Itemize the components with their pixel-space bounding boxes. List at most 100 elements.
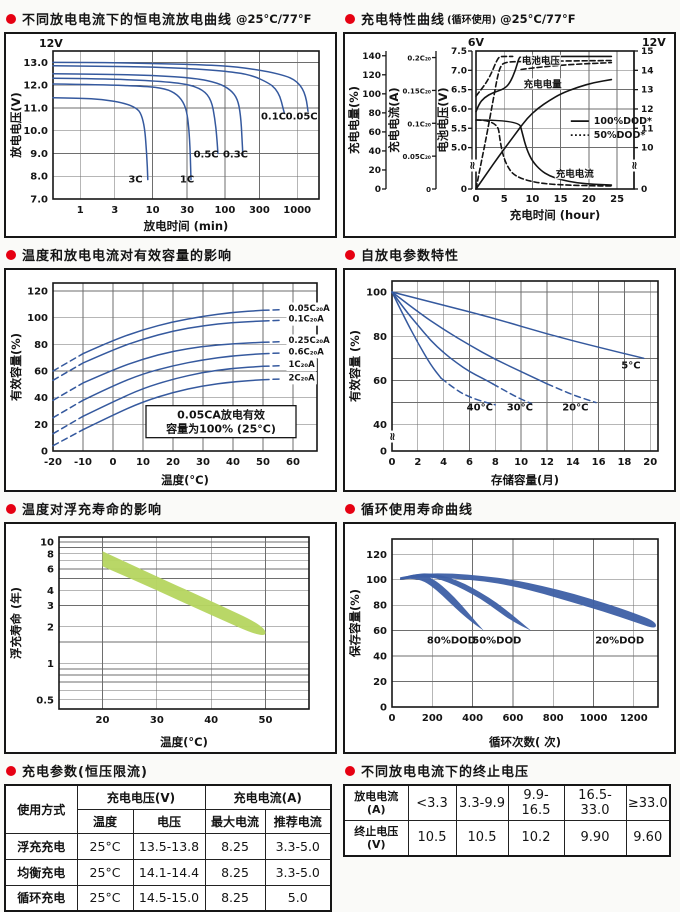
table-subheader: 推荐电流 <box>264 808 332 834</box>
svg-text:10: 10 <box>641 144 654 154</box>
svg-text:40: 40 <box>34 393 48 404</box>
svg-text:0.1C: 0.1C <box>261 111 286 122</box>
svg-text:10: 10 <box>514 457 528 468</box>
svg-text:60: 60 <box>34 367 48 378</box>
table-row-header: 终止电压 (V) <box>343 820 409 856</box>
title-suffix: @25°C/77°F <box>236 11 312 26</box>
svg-text:50%DOD: 50%DOD <box>472 635 521 646</box>
svg-text:20%DOD: 20%DOD <box>595 635 644 646</box>
charge-characteristics-chart: 0 20 40 60 80 100 120 140 充电电量(%) 0 0.05C₂₀ 0.1C₂₀ 0… <box>346 35 673 235</box>
section-capacity-temperature: 温度和放电电流对有效容量的影响 -20 -10 0 10 20 30 40 50 60 0 20 40… <box>4 240 337 492</box>
svg-text:0.05C₂₀: 0.05C₂₀ <box>402 153 431 161</box>
svg-text:有效容量 (%): 有效容量 (%) <box>348 330 362 402</box>
section-title-charge-params: 充电参数(恒压限流) <box>6 761 337 780</box>
svg-text:20: 20 <box>166 457 180 468</box>
bullet-icon <box>345 765 355 776</box>
table-cell: 13.5-13.8 <box>132 832 206 860</box>
table-row: 终止电压 (V) 10.5 10.5 10.2 9.90 9.60 <box>343 820 671 856</box>
table-row-header: 循环充电 <box>4 884 78 912</box>
svg-text:0: 0 <box>461 185 467 195</box>
svg-text:温度(°C): 温度(°C) <box>160 735 208 749</box>
svg-text:0.6C₂₀A: 0.6C₂₀A <box>289 347 325 357</box>
svg-text:15: 15 <box>554 194 568 205</box>
svg-text:0: 0 <box>389 457 396 468</box>
svg-text:有效容量(%): 有效容量(%) <box>9 333 23 401</box>
title-suffix: @25°C/77°F <box>500 11 576 26</box>
svg-text:0: 0 <box>473 194 480 205</box>
svg-text:0: 0 <box>380 447 387 458</box>
svg-text:0.05C₂₀A: 0.05C₂₀A <box>289 304 331 314</box>
title-text: 温度和放电电流对有效容量的影响 <box>22 249 233 264</box>
table-cell: 14.5-15.0 <box>132 884 206 912</box>
svg-text:5.5: 5.5 <box>451 124 467 134</box>
svg-text:20: 20 <box>368 166 381 176</box>
svg-text:电池电压: 电池电压 <box>522 55 561 67</box>
svg-text:5°C: 5°C <box>621 360 640 371</box>
svg-text:6.5: 6.5 <box>451 86 467 96</box>
table-cell: 9.60 <box>625 820 671 856</box>
table-row: 循环充电 25°C 14.5-15.0 8.25 5.0 <box>4 884 332 912</box>
table-cell: 10.2 <box>507 820 565 856</box>
svg-text:40: 40 <box>368 147 381 157</box>
svg-text:10: 10 <box>525 194 539 205</box>
svg-text:12V: 12V <box>642 36 666 49</box>
table-subheader: 电压 <box>132 808 206 834</box>
svg-text:6: 6 <box>466 457 473 468</box>
svg-text:0: 0 <box>375 185 381 195</box>
svg-text:600: 600 <box>502 713 523 724</box>
svg-text:50: 50 <box>259 715 273 726</box>
title-text: 充电特性曲线 <box>361 13 446 28</box>
svg-text:≈: ≈ <box>628 161 641 170</box>
section-title-self-discharge: 自放电参数特性 <box>345 245 676 264</box>
discharge-curves-panel: 1 3 10 30 100 300 1000 7.0 8.0 9.0 10.0 11.0 12.0 13.… <box>4 32 337 238</box>
svg-text:200: 200 <box>422 713 443 724</box>
svg-text:8: 8 <box>47 549 54 560</box>
svg-text:1C: 1C <box>180 175 194 186</box>
svg-text:浮充寿命 (年): 浮充寿命 (年) <box>9 587 23 659</box>
svg-text:40°C: 40°C <box>467 402 493 413</box>
svg-text:25: 25 <box>610 194 624 205</box>
table-cell: <3.3 <box>407 784 457 821</box>
section-terminal-voltage: 不同放电电流下的终止电压 放电电流 (A) <3.3 3.3-9.9 9.9-16.5… <box>343 756 676 912</box>
svg-text:30: 30 <box>180 205 194 216</box>
svg-text:电池电压(V): 电池电压(V) <box>436 87 450 152</box>
table-cell: 25°C <box>76 832 134 860</box>
svg-text:充电电流: 充电电流 <box>556 168 595 180</box>
svg-text:容量为100% (25°C): 容量为100% (25°C) <box>165 422 276 436</box>
svg-text:16: 16 <box>592 457 606 468</box>
svg-text:7.0: 7.0 <box>30 195 48 206</box>
svg-text:80%DOD: 80%DOD <box>427 635 476 646</box>
table-cell: 9.9-16.5 <box>507 784 565 821</box>
title-text: 温度对浮充寿命的影响 <box>22 503 163 518</box>
svg-text:4: 4 <box>47 586 54 597</box>
title-text: 循环使用寿命曲线 <box>361 503 474 518</box>
table-cell: 3.3-9.9 <box>455 784 509 821</box>
title-text: 自放电参数特性 <box>361 249 460 264</box>
section-discharge-curves: 不同放电电流下的恒电流放电曲线 @25°C/77°F 1 3 10 30 100 300 10… <box>4 4 337 238</box>
svg-text:充电电流(A): 充电电流(A) <box>387 87 401 152</box>
svg-text:1000: 1000 <box>283 205 311 216</box>
svg-text:2C₂₀A: 2C₂₀A <box>289 373 316 383</box>
bullet-icon <box>6 503 16 514</box>
svg-text:1: 1 <box>77 205 84 216</box>
table-cell: 16.5-33.0 <box>563 784 627 821</box>
table-group-header: 充电电压(V) <box>76 784 206 810</box>
table-cell: 3.3-5.0 <box>264 832 332 860</box>
section-charge-characteristics: 充电特性曲线 (循环使用) @25°C/77°F 0 20 40 60 80 100 120 14… <box>343 4 676 238</box>
table-subheader: 温度 <box>76 808 134 834</box>
title-text: 不同放电电流下的终止电压 <box>361 765 530 780</box>
svg-text:100: 100 <box>27 313 48 324</box>
bullet-icon <box>345 13 355 24</box>
svg-text:100: 100 <box>362 90 381 100</box>
svg-text:100: 100 <box>214 205 235 216</box>
svg-text:14: 14 <box>641 66 654 76</box>
svg-text:30°C: 30°C <box>507 402 533 413</box>
svg-text:2: 2 <box>414 457 421 468</box>
svg-text:0: 0 <box>110 457 117 468</box>
svg-text:50: 50 <box>256 457 270 468</box>
svg-text:10: 10 <box>136 457 150 468</box>
title-text: 充电参数(恒压限流) <box>22 765 148 780</box>
section-float-life: 温度对浮充寿命的影响 20 30 40 50 0.5 1 2 3 4 6 8 10 温度(°C) 浮充寿命… <box>4 494 337 754</box>
svg-text:≈: ≈ <box>386 432 399 441</box>
